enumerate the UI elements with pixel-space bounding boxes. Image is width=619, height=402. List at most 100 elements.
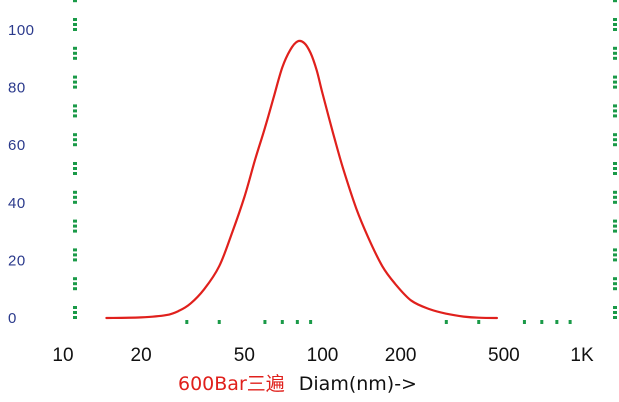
x-axis-tick-mark (444, 320, 448, 324)
right-axis-tick-mark (613, 316, 617, 319)
y-tick-label: 20 (8, 252, 26, 269)
left-axis-tick-marks (73, 0, 77, 319)
y-axis-tick-labels: 0 20 40 60 80 100 (8, 22, 35, 327)
left-axis-tick-mark (73, 18, 77, 21)
left-axis-tick-mark (73, 229, 77, 233)
x-axis-tick-mark (185, 320, 189, 324)
right-axis-tick-mark (613, 109, 617, 113)
left-axis-tick-mark (73, 114, 77, 118)
y-tick-label: 0 (8, 310, 17, 327)
left-axis-tick-mark (73, 28, 77, 31)
left-axis-tick-mark (73, 172, 77, 175)
left-axis-tick-mark (73, 46, 77, 50)
left-axis-tick-mark (73, 23, 77, 26)
x-axis-tick-mark (309, 320, 313, 324)
right-axis-tick-mark (613, 28, 617, 31)
left-axis-tick-mark (73, 0, 77, 3)
right-axis-tick-mark (613, 75, 617, 79)
right-axis-tick-mark (613, 195, 617, 199)
x-axis-tick-mark (522, 320, 526, 324)
right-axis-tick-mark (613, 162, 617, 165)
right-axis-tick-mark (613, 23, 617, 26)
x-axis-tick-mark (295, 320, 299, 324)
right-axis-tick-mark (613, 51, 617, 55)
left-axis-tick-mark (73, 282, 77, 286)
left-axis-tick-mark (73, 190, 77, 194)
x-tick-label: 1K (570, 345, 594, 366)
right-axis-tick-mark (613, 248, 617, 252)
left-axis-tick-mark (73, 80, 77, 84)
left-axis-tick-mark (73, 224, 77, 228)
right-axis-tick-mark (613, 138, 617, 142)
right-axis-tick-mark (613, 172, 617, 175)
right-axis-tick-mark (613, 133, 617, 137)
left-axis-tick-mark (73, 200, 77, 204)
right-axis-tick-mark (613, 306, 617, 309)
x-axis-tick-mark (263, 320, 267, 324)
y-tick-label: 100 (8, 22, 35, 39)
x-axis-tick-mark (280, 320, 284, 324)
left-axis-tick-mark (73, 133, 77, 137)
left-axis-tick-mark (73, 56, 77, 60)
y-tick-label: 60 (8, 137, 26, 154)
x-tick-label: 10 (52, 345, 73, 366)
x-axis-title: 600Bar三遍 Diam(nm)-> (178, 373, 417, 395)
x-axis-tick-mark (540, 320, 544, 324)
series-name-label: 600Bar三遍 (178, 373, 285, 395)
series-line (105, 39, 498, 320)
right-axis-tick-mark (613, 229, 617, 233)
series-lines (105, 39, 498, 320)
left-axis-tick-mark (73, 253, 77, 257)
left-axis-tick-mark (73, 277, 77, 281)
x-tick-label: 200 (385, 345, 417, 366)
left-axis-tick-mark (73, 85, 77, 89)
right-axis-tick-mark (613, 85, 617, 89)
left-axis-tick-mark (73, 162, 77, 165)
right-axis-tick-mark (613, 190, 617, 194)
right-axis-tick-mark (613, 18, 617, 21)
x-axis-tick-mark (217, 320, 221, 324)
right-axis-tick-mark (613, 80, 617, 84)
x-axis-tick-labels: 10 20 50 100 200 500 1K (52, 345, 594, 366)
right-axis-tick-mark (613, 104, 617, 108)
x-tick-label: 500 (488, 345, 520, 366)
x-axis-tick-mark (477, 320, 481, 324)
right-axis-tick-mark (613, 253, 617, 257)
x-axis-label: Diam(nm)-> (299, 373, 417, 395)
left-axis-tick-mark (73, 75, 77, 79)
x-axis-tick-mark (568, 320, 572, 324)
left-axis-tick-mark (73, 143, 77, 147)
x-tick-label: 20 (131, 345, 152, 366)
right-axis-tick-mark (613, 0, 617, 3)
left-axis-tick-mark (73, 104, 77, 108)
left-axis-tick-mark (73, 311, 77, 314)
right-axis-tick-mark (613, 219, 617, 223)
right-axis-tick-mark (613, 46, 617, 50)
y-tick-label: 80 (8, 80, 26, 97)
bottom-axis-tick-marks (185, 320, 572, 324)
left-axis-tick-mark (73, 248, 77, 252)
right-axis-tick-mark (613, 287, 617, 291)
right-axis-tick-mark (613, 200, 617, 204)
right-axis-tick-mark (613, 277, 617, 281)
right-axis-tick-mark (613, 258, 617, 262)
left-axis-tick-mark (73, 316, 77, 319)
left-axis-tick-mark (73, 109, 77, 113)
right-axis-tick-marks (613, 0, 617, 319)
left-axis-tick-mark (73, 195, 77, 199)
right-axis-tick-mark (613, 143, 617, 147)
left-axis-tick-mark (73, 306, 77, 309)
x-axis-tick-mark (555, 320, 559, 324)
right-axis-tick-mark (613, 282, 617, 286)
right-axis-tick-mark (613, 56, 617, 60)
left-axis-tick-mark (73, 258, 77, 262)
left-axis-tick-mark (73, 287, 77, 291)
right-axis-tick-mark (613, 224, 617, 228)
left-axis-tick-mark (73, 219, 77, 223)
left-axis-tick-mark (73, 51, 77, 55)
right-axis-tick-mark (613, 114, 617, 118)
x-tick-label: 100 (307, 345, 339, 366)
right-axis-tick-mark (613, 311, 617, 314)
x-tick-label: 50 (234, 345, 255, 366)
